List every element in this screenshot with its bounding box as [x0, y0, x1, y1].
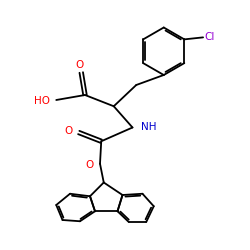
Text: HO: HO [34, 96, 50, 106]
Text: O: O [86, 160, 94, 170]
Text: O: O [64, 126, 72, 136]
Text: Cl: Cl [204, 32, 214, 42]
Text: NH: NH [141, 122, 156, 132]
Text: O: O [76, 60, 84, 70]
